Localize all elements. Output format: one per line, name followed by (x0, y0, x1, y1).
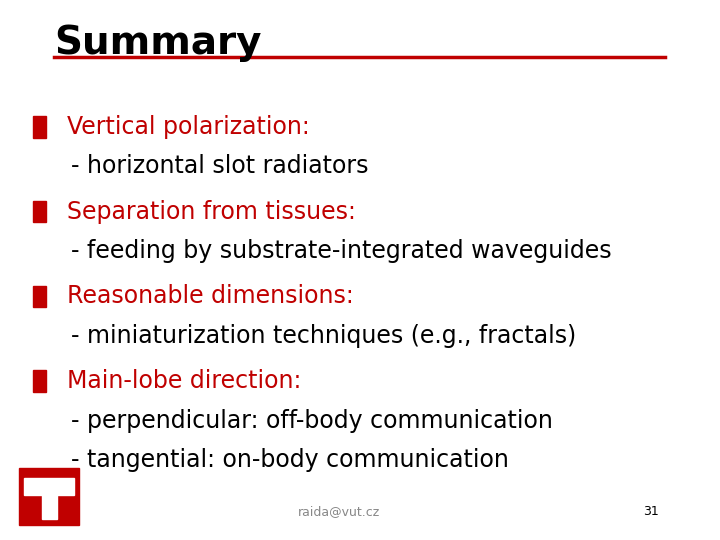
Text: - miniaturization techniques (e.g., fractals): - miniaturization techniques (e.g., frac… (71, 324, 577, 348)
Bar (32, 286, 46, 307)
Text: raida@vut.cz: raida@vut.cz (298, 505, 380, 518)
Bar (32, 201, 46, 222)
Text: Main-lobe direction:: Main-lobe direction: (66, 369, 301, 393)
Text: Separation from tissues:: Separation from tissues: (66, 200, 356, 224)
Text: - tangential: on-body communication: - tangential: on-body communication (71, 448, 509, 472)
Bar (32, 370, 46, 392)
Text: Summary: Summary (54, 24, 262, 62)
Bar (19, 468, 78, 525)
Text: - feeding by substrate-integrated waveguides: - feeding by substrate-integrated wavegu… (71, 239, 612, 263)
Bar (42, 494, 57, 519)
Bar (32, 116, 46, 138)
Text: - horizontal slot radiators: - horizontal slot radiators (71, 154, 369, 178)
Text: Vertical polarization:: Vertical polarization: (66, 115, 310, 139)
Text: - perpendicular: off-body communication: - perpendicular: off-body communication (71, 409, 553, 433)
Bar (24, 478, 74, 495)
Text: Reasonable dimensions:: Reasonable dimensions: (66, 285, 354, 308)
Text: 31: 31 (643, 505, 658, 518)
